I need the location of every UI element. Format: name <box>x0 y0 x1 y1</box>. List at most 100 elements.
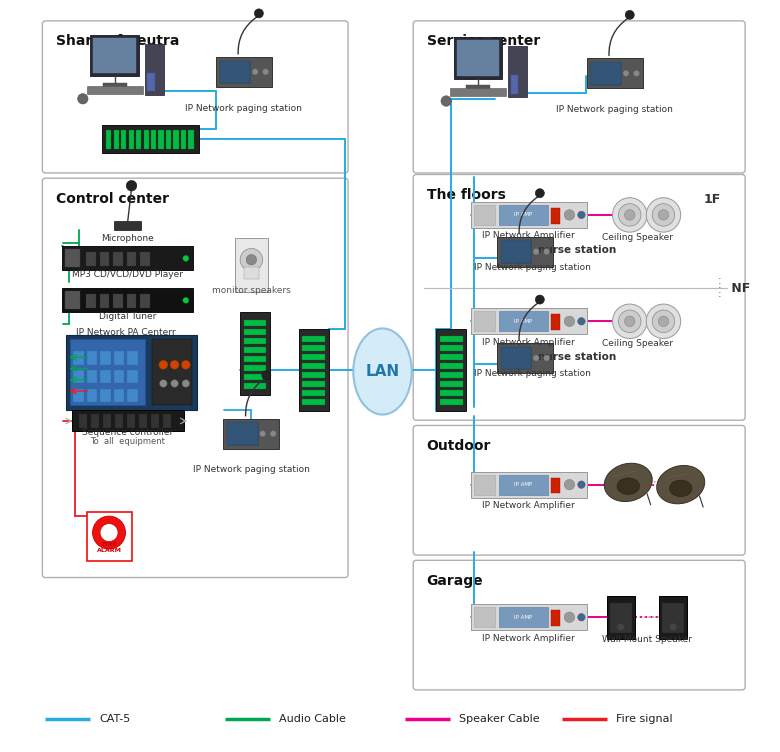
Bar <box>470 472 587 498</box>
Bar <box>173 129 179 149</box>
Bar <box>189 129 193 149</box>
Circle shape <box>625 210 635 220</box>
Bar <box>473 607 495 627</box>
Bar <box>473 311 495 332</box>
Bar <box>62 247 193 271</box>
Text: .: . <box>718 276 722 286</box>
Bar <box>121 129 126 149</box>
Bar <box>497 237 553 267</box>
Bar <box>473 205 495 225</box>
Text: Service center: Service center <box>427 35 540 48</box>
Circle shape <box>93 516 126 549</box>
Circle shape <box>254 9 264 18</box>
Text: Speaker Cable: Speaker Cable <box>459 714 540 724</box>
Text: IP AMP: IP AMP <box>514 319 532 324</box>
Bar <box>499 475 548 495</box>
Text: IP Network Amplifier: IP Network Amplifier <box>482 338 575 347</box>
Bar <box>166 129 172 149</box>
Ellipse shape <box>617 478 640 494</box>
FancyBboxPatch shape <box>413 21 745 173</box>
Bar <box>466 85 491 89</box>
Circle shape <box>578 481 585 488</box>
Bar <box>497 343 553 373</box>
Bar <box>470 308 587 335</box>
Circle shape <box>544 355 550 361</box>
Circle shape <box>533 249 539 255</box>
Bar <box>499 205 548 225</box>
Text: 1F: 1F <box>704 193 721 207</box>
Bar <box>73 370 84 384</box>
Bar <box>499 607 548 627</box>
Circle shape <box>183 256 189 262</box>
Bar <box>101 125 199 153</box>
Bar <box>587 59 643 88</box>
Circle shape <box>159 360 168 369</box>
FancyBboxPatch shape <box>413 174 745 420</box>
Text: IP Network paging station: IP Network paging station <box>474 369 590 378</box>
Bar <box>101 389 111 402</box>
Bar <box>219 61 250 83</box>
Circle shape <box>626 11 634 20</box>
Text: Digital Tuner: Digital Tuner <box>99 311 157 320</box>
Bar <box>450 88 506 96</box>
Circle shape <box>633 71 640 76</box>
Bar <box>87 294 96 308</box>
Bar <box>590 62 622 84</box>
Bar <box>437 329 466 411</box>
Bar <box>511 74 518 93</box>
Text: MP3 CD/VCD/DVD Player: MP3 CD/VCD/DVD Player <box>73 270 183 278</box>
Bar <box>66 335 197 410</box>
Bar <box>101 351 111 365</box>
Bar <box>303 336 324 342</box>
Bar <box>127 389 138 402</box>
Bar <box>303 372 324 378</box>
Bar <box>66 250 80 268</box>
Bar <box>127 351 138 365</box>
Bar <box>127 414 135 428</box>
Text: CAT-5: CAT-5 <box>99 714 130 724</box>
Bar <box>244 268 259 278</box>
Circle shape <box>533 355 539 361</box>
Text: Wall Mount Speaker: Wall Mount Speaker <box>602 635 692 644</box>
Circle shape <box>544 249 550 255</box>
Text: nurse station: nurse station <box>538 351 616 362</box>
Bar <box>151 414 159 428</box>
Circle shape <box>564 210 575 220</box>
Circle shape <box>564 612 575 623</box>
Bar <box>244 356 267 362</box>
Bar <box>440 399 463 405</box>
Text: Audio Cable: Audio Cable <box>279 714 346 724</box>
Circle shape <box>126 180 136 191</box>
Circle shape <box>652 310 675 332</box>
Bar <box>87 512 132 561</box>
Text: Share of neutra: Share of neutra <box>56 35 179 48</box>
Bar <box>103 83 127 87</box>
Ellipse shape <box>604 463 652 502</box>
Bar <box>244 320 267 326</box>
Bar <box>145 44 164 95</box>
Bar <box>136 129 141 149</box>
Circle shape <box>252 69 258 74</box>
Circle shape <box>647 304 681 338</box>
Circle shape <box>170 360 179 369</box>
Text: .: . <box>718 290 722 299</box>
Bar <box>73 351 84 365</box>
Bar <box>473 475 495 495</box>
Bar <box>114 351 124 365</box>
Bar <box>244 365 267 371</box>
Circle shape <box>535 189 544 198</box>
Bar <box>62 288 193 312</box>
Bar <box>659 596 687 639</box>
Circle shape <box>617 623 625 631</box>
Bar <box>79 414 87 428</box>
Bar <box>303 399 324 405</box>
Text: Ceiling Speaker: Ceiling Speaker <box>601 233 672 242</box>
Circle shape <box>100 523 118 541</box>
Bar <box>244 374 267 380</box>
Bar <box>151 129 156 149</box>
Circle shape <box>182 380 190 387</box>
Bar <box>73 389 84 402</box>
Bar <box>113 253 123 266</box>
Bar <box>103 414 112 428</box>
Bar <box>158 129 164 149</box>
